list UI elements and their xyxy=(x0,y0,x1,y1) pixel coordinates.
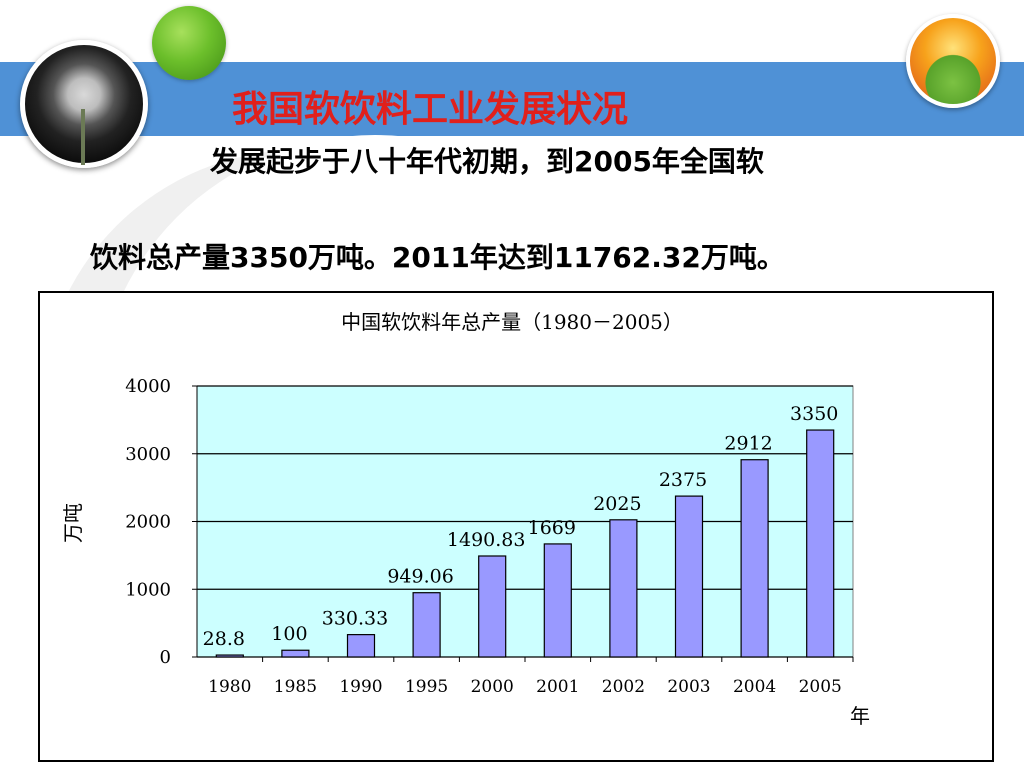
x-tick-label: 2005 xyxy=(799,677,842,697)
bar-2001 xyxy=(543,543,572,658)
x-tick-label: 1990 xyxy=(339,677,382,697)
slide-text-line-2: 饮料总产量3350万吨。2011年达到11762.32万吨。 xyxy=(90,241,785,274)
x-tick-label: 2003 xyxy=(667,677,710,697)
x-tick-label: 2001 xyxy=(536,677,579,697)
data-label: 949.06 xyxy=(387,566,453,588)
bar-2005 xyxy=(806,429,835,658)
bar-1995 xyxy=(412,592,441,658)
x-axis-label: 年 xyxy=(850,704,870,728)
slide-title: 我国软饮料工业发展状况 xyxy=(232,88,629,130)
bar-1990 xyxy=(346,634,376,658)
data-label: 2375 xyxy=(659,469,707,491)
bar-1985 xyxy=(281,649,310,658)
data-label: 1669 xyxy=(528,517,576,539)
chart-title: 中国软饮料年总产量（1980－2005） xyxy=(341,310,683,334)
green-ball xyxy=(152,6,226,80)
data-label: 330.33 xyxy=(322,608,388,630)
data-label: 2025 xyxy=(593,493,641,515)
dandelion-photo xyxy=(20,40,148,168)
slide-text-line-1: 发展起步于八十年代初期，到2005年全国软 xyxy=(210,145,764,178)
x-tick-label: 1995 xyxy=(405,677,448,697)
x-tick-label: 2000 xyxy=(471,677,514,697)
y-tick-label: 1000 xyxy=(125,579,171,600)
bar-2004 xyxy=(740,459,769,658)
bar-2000 xyxy=(478,555,507,658)
y-tick-label: 0 xyxy=(160,647,171,668)
x-tick-label: 2002 xyxy=(602,677,645,697)
y-axis-label: 万吨 xyxy=(61,503,85,543)
y-tick-label: 3000 xyxy=(125,444,171,465)
y-tick-label: 2000 xyxy=(125,512,171,533)
flower-photo xyxy=(906,14,1000,108)
chart-frame: 中国软饮料年总产量（1980－2005） 0 1000 2000 3000 4000 19… xyxy=(38,291,994,762)
bar-1980 xyxy=(215,654,244,658)
data-label: 1490.83 xyxy=(447,529,526,551)
x-tick-label: 2004 xyxy=(733,677,776,697)
data-label: 3350 xyxy=(790,403,838,425)
y-tick-label: 4000 xyxy=(125,376,171,397)
bar-2002 xyxy=(609,519,638,658)
x-tick-label: 1985 xyxy=(274,677,317,697)
data-label: 100 xyxy=(271,623,307,645)
x-tick-label: 1980 xyxy=(208,677,251,697)
data-label: 28.8 xyxy=(203,628,245,650)
bar-2003 xyxy=(674,495,704,658)
data-label: 2912 xyxy=(724,433,772,455)
bar-chart: 中国软饮料年总产量（1980－2005） 0 1000 2000 3000 4000 19… xyxy=(61,310,870,728)
